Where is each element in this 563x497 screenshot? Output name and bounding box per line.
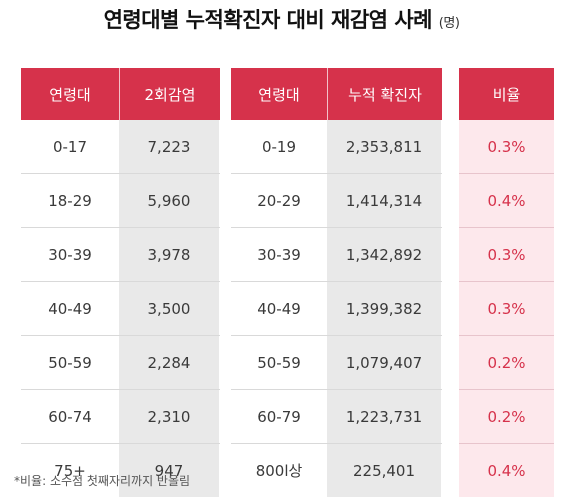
age-cell: 0-19 <box>261 137 297 156</box>
table-row: 40-49 1,399,382 <box>231 282 442 336</box>
age-cell: 60-74 <box>48 407 92 426</box>
cumulative-cases-table: 연령대 누적 확진자 0-19 2,353,811 20-29 1,414,314 … <box>231 68 442 497</box>
ratio-table: 비율 0.3% 0.4% 0.3% 0.3% 0.2% 0.2% 0.4% <box>459 68 554 497</box>
age-cell: 50-59 <box>257 353 301 372</box>
table-row: 60-74 2,310 <box>21 390 220 444</box>
table-row: 50-59 1,079,407 <box>231 336 442 390</box>
cases-cell: 1,079,407 <box>327 336 441 389</box>
table-body: 0-19 2,353,811 20-29 1,414,314 30-39 1,342,… <box>231 120 442 497</box>
title-text: 연령대별 누적확진자 대비 재감염 사례 <box>103 8 433 32</box>
ratio-cell: 0.4% <box>487 461 526 480</box>
table-row: 20-29 1,414,314 <box>231 174 442 228</box>
ratio-cell: 0.2% <box>487 407 526 426</box>
table-row: 60-79 1,223,731 <box>231 390 442 444</box>
table-row: 30-39 1,342,892 <box>231 228 442 282</box>
cases-cell: 2,353,811 <box>327 120 441 173</box>
table-body: 0.3% 0.4% 0.3% 0.3% 0.2% 0.2% 0.4% <box>459 120 554 497</box>
table-header: 연령대 2회감염 <box>21 68 220 120</box>
cases-cell: 225,401 <box>327 444 441 497</box>
cases-cell: 1,399,382 <box>327 282 441 335</box>
count-cell: 3,978 <box>119 228 219 281</box>
header-ratio: 비율 <box>492 85 521 104</box>
age-cell: 30-39 <box>257 245 301 264</box>
title-unit: (명) <box>438 16 460 31</box>
footnote: *비율: 소수점 첫째자리까지 반올림 <box>14 474 191 488</box>
cases-cell: 1,414,314 <box>327 174 441 227</box>
header-reinfection-count: 2회감염 <box>119 68 220 120</box>
age-cell: 75+ <box>54 461 86 480</box>
table-row: 0.3% <box>459 228 554 282</box>
header-age-group: 연령대 <box>258 85 300 104</box>
table-row: 0.4% <box>459 444 554 497</box>
ratio-cell: 0.2% <box>487 353 526 372</box>
cases-cell: 1,223,731 <box>327 390 441 443</box>
table-row: 800l상 225,401 <box>231 444 442 497</box>
table-header: 비율 <box>459 68 554 120</box>
ratio-cell: 0.3% <box>487 137 526 156</box>
table-row: 0-17 7,223 <box>21 120 220 174</box>
table-row: 18-29 5,960 <box>21 174 220 228</box>
age-cell: 60-79 <box>257 407 301 426</box>
table-row: 75+ 947 <box>21 444 220 497</box>
ratio-cell: 0.3% <box>487 299 526 318</box>
count-cell: 7,223 <box>119 120 219 173</box>
age-cell: 50-59 <box>48 353 92 372</box>
table-row: 40-49 3,500 <box>21 282 220 336</box>
table-row: 0.4% <box>459 174 554 228</box>
table-row: 0.2% <box>459 390 554 444</box>
ratio-cell: 0.4% <box>487 191 526 210</box>
age-cell: 30-39 <box>48 245 92 264</box>
cases-cell: 1,342,892 <box>327 228 441 281</box>
table-row: 0-19 2,353,811 <box>231 120 442 174</box>
table-row: 0.2% <box>459 336 554 390</box>
ratio-cell: 0.3% <box>487 245 526 264</box>
table-row: 0.3% <box>459 282 554 336</box>
age-cell: 20-29 <box>257 191 301 210</box>
reinfection-table: 연령대 2회감염 0-17 7,223 18-29 5,960 30-39 3,978… <box>21 68 220 497</box>
table-body: 0-17 7,223 18-29 5,960 30-39 3,978 40-49 3,5… <box>21 120 220 497</box>
count-cell: 3,500 <box>119 282 219 335</box>
count-cell: 2,284 <box>119 336 219 389</box>
age-cell: 800l상 <box>255 462 303 480</box>
age-cell: 40-49 <box>257 299 301 318</box>
count-cell: 947 <box>119 444 219 497</box>
age-cell: 18-29 <box>48 191 92 210</box>
header-cumulative-cases: 누적 확진자 <box>327 68 442 120</box>
count-cell: 5,960 <box>119 174 219 227</box>
table-header: 연령대 누적 확진자 <box>231 68 442 120</box>
age-cell: 0-17 <box>52 137 88 156</box>
age-cell: 40-49 <box>48 299 92 318</box>
header-age-group: 연령대 <box>49 85 91 104</box>
table-row: 0.3% <box>459 120 554 174</box>
table-row: 30-39 3,978 <box>21 228 220 282</box>
page-title: 연령대별 누적확진자 대비 재감염 사례 (명) <box>0 4 563 34</box>
table-row: 50-59 2,284 <box>21 336 220 390</box>
count-cell: 2,310 <box>119 390 219 443</box>
